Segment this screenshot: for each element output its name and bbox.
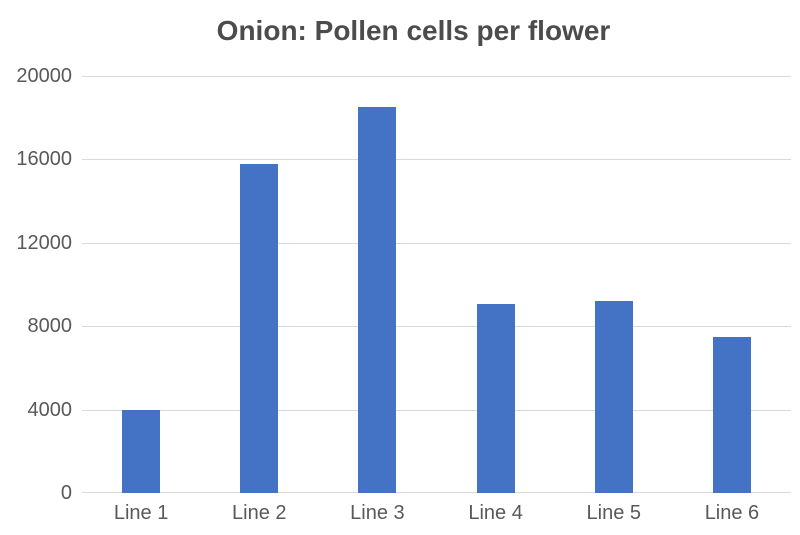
chart-title: Onion: Pollen cells per flower [216, 15, 611, 46]
bar-slot [555, 76, 673, 493]
bar-slot [82, 76, 200, 493]
x-tick-label: Line 3 [350, 502, 405, 524]
bar [358, 107, 397, 493]
bar [712, 336, 751, 493]
bar [476, 304, 515, 493]
gridline [82, 159, 791, 160]
bar-slot [673, 76, 791, 493]
gridline [82, 243, 791, 244]
bar-slot [318, 76, 436, 493]
x-tick-label: Line 4 [468, 502, 523, 524]
gridline [82, 326, 791, 327]
x-axis-category-labels: Line 1 Line 2 Line 3 Line 4 Line 5 Line 6 [82, 501, 791, 529]
gridline [82, 76, 791, 77]
x-axis-line [82, 492, 791, 493]
x-tick-label: Line 6 [704, 502, 760, 524]
plot-area [82, 76, 791, 493]
bar [594, 301, 633, 493]
y-tick-label: 8000 [27, 315, 73, 338]
gridline [82, 410, 791, 411]
y-tick-label: 20000 [16, 65, 72, 87]
x-tick-label: Line 2 [232, 502, 287, 524]
y-tick-label: 12000 [16, 231, 72, 254]
bar [122, 409, 161, 493]
x-tick-label: Line 5 [586, 502, 642, 524]
bar-slot [200, 76, 318, 493]
y-tick-label: 0 [60, 482, 72, 504]
y-tick-label: 16000 [16, 148, 72, 171]
bar [240, 163, 279, 493]
x-tick-label: Line 1 [113, 502, 169, 524]
y-axis-tick-labels: 0 4000 8000 12000 16000 20000 [0, 66, 73, 503]
bar-slot [437, 76, 555, 493]
y-tick-label: 4000 [27, 398, 73, 421]
bars [82, 76, 791, 493]
